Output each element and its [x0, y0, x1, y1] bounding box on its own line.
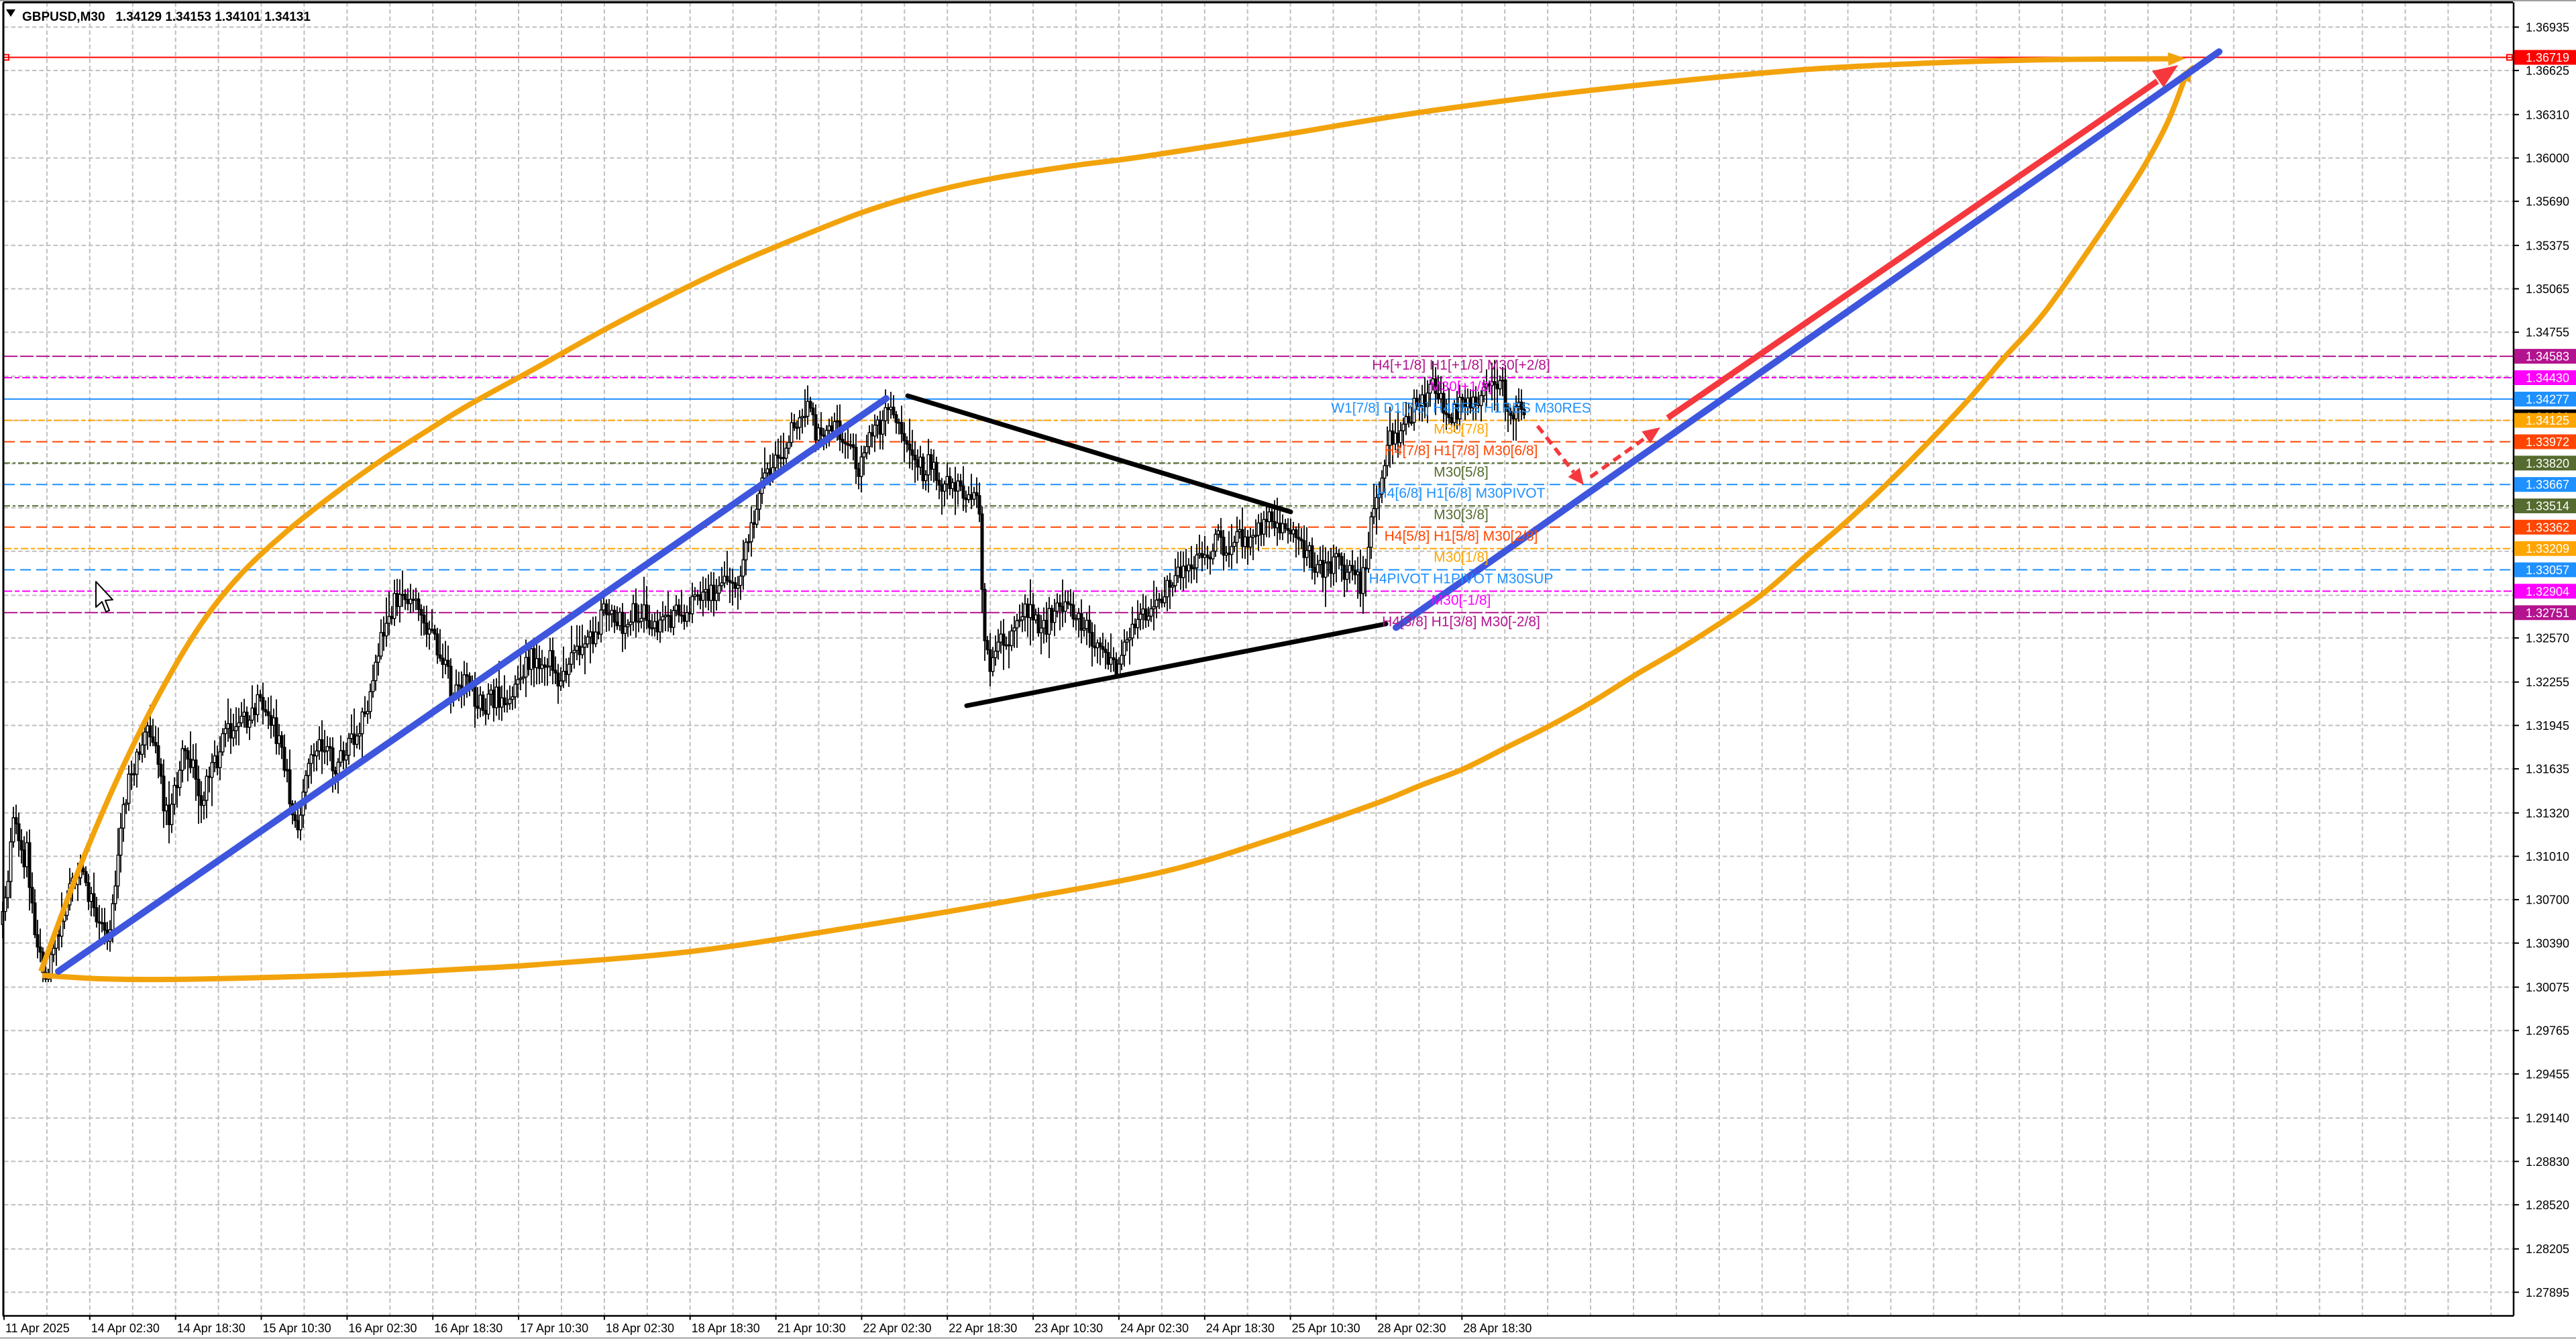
- svg-text:1.33820: 1.33820: [2526, 457, 2569, 470]
- svg-text:1.29140: 1.29140: [2526, 1112, 2569, 1125]
- svg-text:1.32904: 1.32904: [2526, 585, 2569, 598]
- svg-text:1.34277: 1.34277: [2526, 392, 2569, 406]
- svg-text:M30[7/8]: M30[7/8]: [1434, 422, 1489, 437]
- svg-text:14 Apr 18:30: 14 Apr 18:30: [177, 1322, 246, 1335]
- svg-text:H4PIVOT H1PIVOT M30SUP: H4PIVOT H1PIVOT M30SUP: [1369, 571, 1554, 586]
- svg-text:1.27895: 1.27895: [2526, 1286, 2569, 1299]
- svg-text:1.31635: 1.31635: [2526, 763, 2569, 776]
- svg-text:1.32751: 1.32751: [2526, 606, 2569, 620]
- svg-text:24 Apr 02:30: 24 Apr 02:30: [1120, 1322, 1189, 1335]
- svg-text:1.33972: 1.33972: [2526, 435, 2569, 449]
- svg-text:1.33057: 1.33057: [2526, 564, 2569, 577]
- svg-text:11 Apr 2025: 11 Apr 2025: [5, 1322, 70, 1335]
- svg-text:1.28205: 1.28205: [2526, 1242, 2569, 1256]
- svg-text:28 Apr 18:30: 28 Apr 18:30: [1463, 1322, 1532, 1335]
- svg-text:GBPUSD,M30 1.34129 1.34153 1: GBPUSD,M30 1.34129 1.34153 1.34101 1.341…: [22, 10, 311, 24]
- svg-text:1.34125: 1.34125: [2526, 414, 2569, 427]
- svg-text:25 Apr 10:30: 25 Apr 10:30: [1292, 1322, 1360, 1335]
- svg-text:1.36310: 1.36310: [2526, 108, 2569, 121]
- svg-text:28 Apr 02:30: 28 Apr 02:30: [1377, 1322, 1446, 1335]
- svg-text:15 Apr 10:30: 15 Apr 10:30: [263, 1322, 331, 1335]
- svg-text:1.33209: 1.33209: [2526, 542, 2569, 555]
- svg-text:23 Apr 10:30: 23 Apr 10:30: [1034, 1322, 1103, 1335]
- svg-text:1.30390: 1.30390: [2526, 936, 2569, 950]
- svg-text:M30[1/8]: M30[1/8]: [1434, 550, 1489, 566]
- svg-text:16 Apr 18:30: 16 Apr 18:30: [434, 1322, 502, 1335]
- svg-text:22 Apr 18:30: 22 Apr 18:30: [949, 1322, 1017, 1335]
- svg-text:16 Apr 02:30: 16 Apr 02:30: [348, 1322, 417, 1335]
- svg-text:18 Apr 02:30: 18 Apr 02:30: [606, 1322, 674, 1335]
- svg-text:1.28520: 1.28520: [2526, 1198, 2569, 1212]
- svg-text:22 Apr 02:30: 22 Apr 02:30: [863, 1322, 931, 1335]
- svg-text:1.28830: 1.28830: [2526, 1155, 2569, 1169]
- svg-text:1.30075: 1.30075: [2526, 981, 2569, 994]
- svg-text:M30[+1/8]: M30[+1/8]: [1430, 379, 1493, 394]
- svg-text:17 Apr 10:30: 17 Apr 10:30: [520, 1322, 588, 1335]
- svg-text:1.35065: 1.35065: [2526, 282, 2569, 296]
- svg-text:1.36625: 1.36625: [2526, 64, 2569, 78]
- svg-text:H4[3/8] H1[3/8] M30[-2/8]: H4[3/8] H1[3/8] M30[-2/8]: [1382, 614, 1540, 629]
- svg-text:1.30700: 1.30700: [2526, 894, 2569, 907]
- svg-text:1.32570: 1.32570: [2526, 632, 2569, 645]
- svg-text:1.34430: 1.34430: [2526, 372, 2569, 385]
- svg-text:1.33362: 1.33362: [2526, 521, 2569, 534]
- svg-text:1.29455: 1.29455: [2526, 1067, 2569, 1081]
- svg-text:H4[7/8] H1[7/8] M30[6/8]: H4[7/8] H1[7/8] M30[6/8]: [1385, 443, 1538, 459]
- svg-text:1.34583: 1.34583: [2526, 350, 2569, 364]
- svg-text:1.31945: 1.31945: [2526, 719, 2569, 733]
- svg-text:1.35375: 1.35375: [2526, 239, 2569, 252]
- svg-text:1.35690: 1.35690: [2526, 195, 2569, 209]
- svg-text:14 Apr 02:30: 14 Apr 02:30: [91, 1322, 160, 1335]
- svg-text:24 Apr 18:30: 24 Apr 18:30: [1206, 1322, 1275, 1335]
- svg-text:1.31320: 1.31320: [2526, 806, 2569, 820]
- svg-text:W1[7/8] D1[7/8] H4RES H1RES M3: W1[7/8] D1[7/8] H4RES H1RES M30RES: [1331, 400, 1591, 416]
- svg-text:H4[5/8] H1[5/8] M30[2/8]: H4[5/8] H1[5/8] M30[2/8]: [1385, 529, 1538, 544]
- svg-text:M30[3/8]: M30[3/8]: [1434, 507, 1489, 523]
- svg-text:21 Apr 10:30: 21 Apr 10:30: [777, 1322, 846, 1335]
- svg-text:1.31010: 1.31010: [2526, 850, 2569, 863]
- svg-text:M30[-1/8]: M30[-1/8]: [1432, 592, 1491, 608]
- svg-text:M30[5/8]: M30[5/8]: [1434, 464, 1489, 480]
- svg-text:1.33667: 1.33667: [2526, 478, 2569, 492]
- svg-text:1.36935: 1.36935: [2526, 21, 2569, 34]
- svg-text:18 Apr 18:30: 18 Apr 18:30: [692, 1322, 760, 1335]
- svg-text:1.29765: 1.29765: [2526, 1024, 2569, 1038]
- svg-text:1.34755: 1.34755: [2526, 326, 2569, 339]
- svg-text:1.36719: 1.36719: [2526, 51, 2569, 64]
- svg-text:1.32255: 1.32255: [2526, 676, 2569, 689]
- svg-text:H4[+1/8] H1[+1/8] M30[+2/8]: H4[+1/8] H1[+1/8] M30[+2/8]: [1372, 358, 1550, 373]
- svg-text:1.33514: 1.33514: [2526, 500, 2569, 513]
- svg-text:1.36000: 1.36000: [2526, 152, 2569, 165]
- svg-text:H4[6/8] H1[6/8] M30PIVOT: H4[6/8] H1[6/8] M30PIVOT: [1377, 486, 1546, 501]
